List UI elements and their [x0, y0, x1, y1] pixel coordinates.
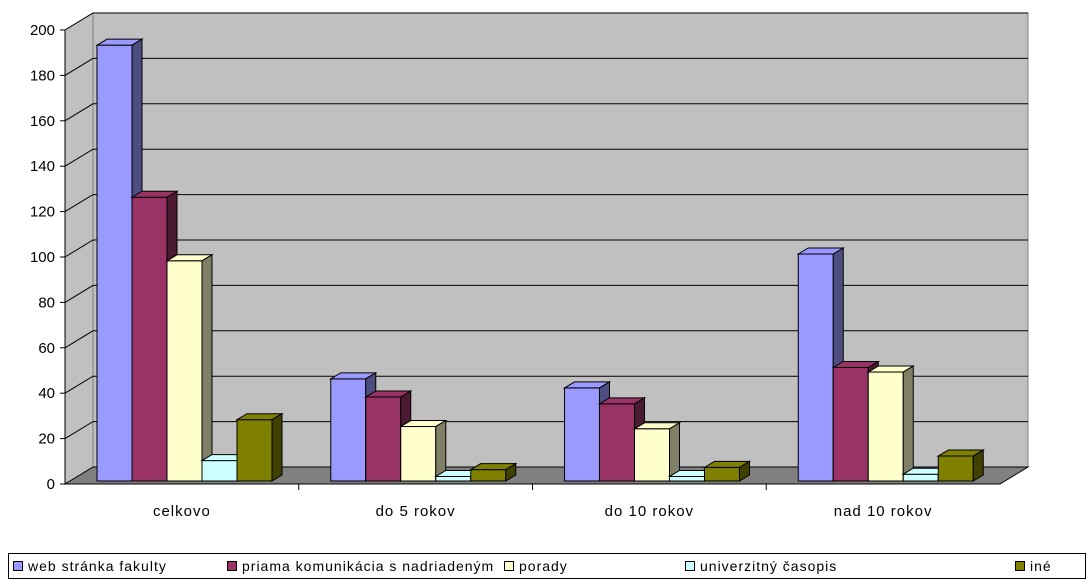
bar-front	[704, 466, 740, 482]
y-tick-label: 80	[38, 294, 55, 311]
bars	[95, 38, 986, 482]
bar-side	[201, 253, 213, 482]
gridline	[64, 194, 1028, 213]
legend-label: web stránka fakulty	[28, 558, 167, 574]
legend-item: univerzitný časopis	[685, 558, 837, 574]
gridline	[64, 375, 1028, 394]
bar-front	[902, 473, 939, 482]
bar-front	[634, 428, 670, 482]
bar-front	[937, 455, 974, 482]
y-tick-label: 0	[47, 476, 55, 493]
legend-swatch	[1015, 561, 1025, 571]
legend-label: univerzitný časopis	[700, 558, 838, 574]
y-tick-label: 180	[30, 67, 55, 84]
bar-side	[271, 412, 283, 482]
y-tick-label: 200	[30, 22, 55, 39]
gridline	[64, 103, 1028, 122]
bar-side	[902, 365, 914, 482]
bar-front	[832, 367, 869, 482]
bar	[398, 419, 448, 482]
x-category-label: celkovo	[153, 503, 211, 520]
y-tick-label: 100	[30, 249, 55, 266]
x-category-label: do 10 rokov	[605, 503, 694, 520]
legend-swatch	[227, 561, 237, 571]
bar	[165, 253, 214, 482]
legend-swatch	[13, 561, 23, 571]
bar	[468, 462, 518, 482]
gridline	[64, 239, 1028, 258]
axes	[60, 29, 1000, 490]
bar	[597, 396, 647, 482]
legend-item: porady	[504, 558, 568, 574]
gridline	[64, 284, 1028, 303]
bar	[936, 449, 986, 482]
y-tick-label: 120	[30, 204, 55, 221]
legend-swatch	[685, 561, 695, 571]
legend-label: iné	[1030, 558, 1052, 574]
bar	[702, 460, 752, 482]
chart-area: 0 20 40 60 80 100 120 140 160 180 200 celkovo do 5 …	[30, 12, 1030, 520]
bar-side	[739, 460, 750, 482]
y-tick-label: 160	[30, 113, 55, 130]
bar-front	[564, 387, 600, 482]
y-tick-label: 140	[30, 158, 55, 175]
x-axis-category-labels: celkovo do 5 rokov do 10 rokov nad 10 rokov	[153, 503, 933, 520]
bar-front	[435, 475, 472, 482]
bar-front	[599, 403, 635, 482]
legend-item: priama komunikácia s nadriadeným	[227, 558, 494, 574]
bar	[866, 365, 916, 482]
gridlines	[64, 12, 1028, 440]
y-tick-label: 20	[38, 431, 55, 448]
bar-side	[972, 449, 984, 482]
bar-side	[505, 462, 517, 482]
bar-front	[867, 371, 904, 482]
legend-item: web stránka fakulty	[13, 558, 167, 574]
bar-front	[201, 460, 238, 482]
bar-front	[797, 253, 834, 482]
legend-label: porady	[519, 558, 568, 574]
bar-front	[131, 196, 168, 482]
bar-front	[400, 426, 437, 482]
bar	[235, 412, 284, 482]
bar-front	[166, 260, 203, 482]
bar-front	[96, 44, 133, 482]
y-axis-tick-labels: 0 20 40 60 80 100 120 140 160 180 200	[30, 22, 55, 493]
gridline	[64, 12, 1028, 31]
gridline	[64, 148, 1028, 167]
legend-label: priama komunikácia s nadriadeným	[242, 558, 495, 574]
legend-swatch	[504, 561, 514, 571]
bar	[632, 421, 682, 482]
bar-front	[669, 475, 705, 482]
gridline	[64, 421, 1028, 440]
bar-front	[236, 419, 273, 482]
y-tick-label: 60	[38, 340, 55, 357]
bar-front	[470, 469, 507, 482]
legend-item: iné	[1015, 558, 1052, 574]
bar-front	[365, 396, 402, 482]
legend: web stránka fakulty priama komunikácia s …	[8, 553, 1086, 579]
y-tick-label: 40	[38, 385, 55, 402]
gridline	[64, 330, 1028, 349]
bar-front	[330, 378, 367, 482]
gridline	[64, 57, 1028, 76]
x-category-label: do 5 rokov	[376, 503, 456, 520]
x-category-label: nad 10 rokov	[834, 503, 933, 520]
